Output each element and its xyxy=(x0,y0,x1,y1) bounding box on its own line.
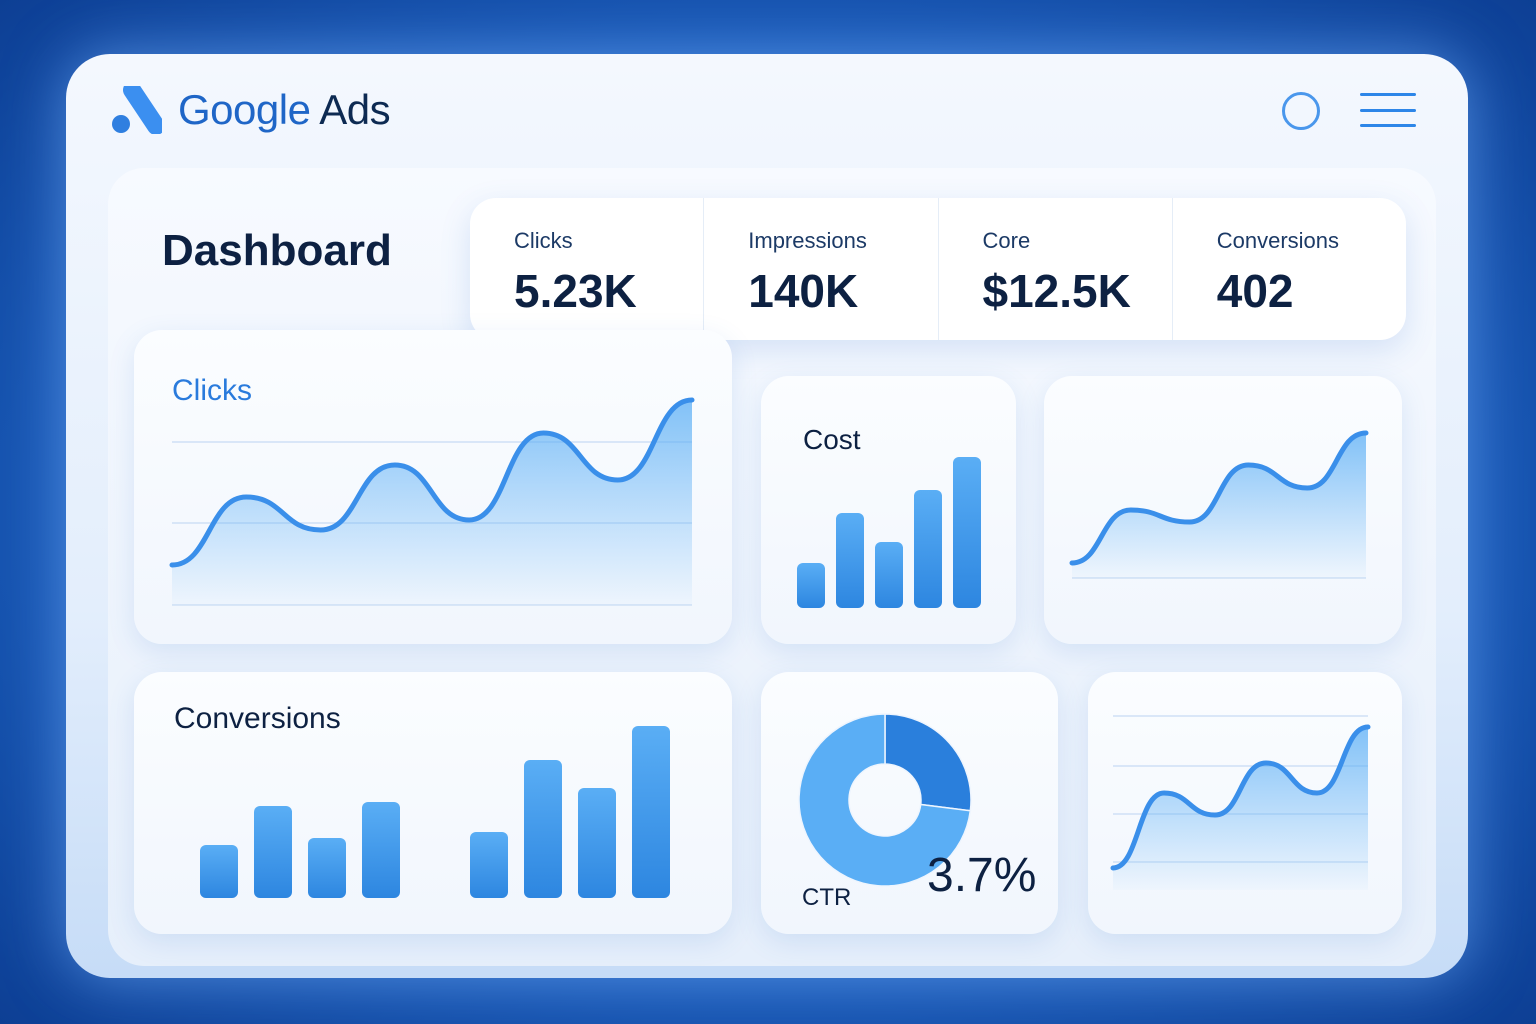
ctr-value: 3.7% xyxy=(927,849,1037,902)
ctr-chart-card[interactable]: CTR 3.7% xyxy=(761,672,1058,934)
profile-circle-button[interactable] xyxy=(1282,92,1320,130)
bar xyxy=(524,760,562,898)
logo-text: Google Ads xyxy=(178,86,391,134)
stat-core[interactable]: Core $12.5K xyxy=(939,198,1173,340)
chart-title: Cost xyxy=(803,424,861,455)
donut-slice-highlight xyxy=(884,713,972,812)
stat-conversions[interactable]: Conversions 402 xyxy=(1173,198,1406,340)
hamburger-menu-icon[interactable] xyxy=(1360,93,1416,127)
chart-title: Clicks xyxy=(172,374,252,407)
area-fill xyxy=(1113,727,1368,890)
bar xyxy=(797,563,825,608)
bar xyxy=(875,542,903,608)
stat-label: Impressions xyxy=(748,228,867,253)
page-title: Dashboard xyxy=(162,226,392,275)
stat-value: $12.5K xyxy=(982,265,1131,317)
stat-label: Clicks xyxy=(514,228,573,253)
stat-value: 5.23K xyxy=(514,265,637,317)
cost-bar-chart xyxy=(797,436,987,608)
bar xyxy=(254,806,292,898)
stat-label: Core xyxy=(982,228,1031,253)
series-line xyxy=(1069,430,1369,566)
clicks-chart-card[interactable]: Clicks xyxy=(134,330,732,644)
logo-word-google: Google xyxy=(178,86,311,133)
bar xyxy=(914,490,942,608)
bar xyxy=(578,788,616,898)
clicks-line-chart xyxy=(169,397,695,606)
area-fill xyxy=(172,400,692,605)
trend-line-chart xyxy=(1069,430,1369,579)
ctr-donut-chart xyxy=(798,713,972,887)
trend-chart-card[interactable] xyxy=(1044,376,1402,644)
bar xyxy=(362,802,400,898)
bar xyxy=(953,457,981,608)
series-line xyxy=(169,397,695,568)
conversions-chart-card[interactable]: Conversions xyxy=(134,672,732,934)
donut-slice-rest xyxy=(798,713,972,887)
bar xyxy=(470,832,508,898)
stat-label: Conversions xyxy=(1216,228,1340,253)
ctr-label: CTR xyxy=(802,884,852,911)
conversions-bar-chart xyxy=(200,712,680,898)
google-ads-icon xyxy=(112,86,162,134)
bar xyxy=(632,726,670,898)
trend-line-chart-2 xyxy=(1110,715,1371,890)
chart-title: Conversions xyxy=(174,702,341,735)
bar xyxy=(200,845,238,898)
cost-chart-card[interactable]: Cost xyxy=(761,376,1016,644)
stat-clicks[interactable]: Clicks 5.23K xyxy=(470,198,705,340)
stats-bar: Clicks 5.23K Impressions 140K Core $12.5K C… xyxy=(470,198,1406,340)
stat-impressions[interactable]: Impressions 140K xyxy=(704,198,939,340)
logo-word-ads: Ads xyxy=(319,86,391,133)
area-fill xyxy=(1072,433,1366,578)
bar xyxy=(308,838,346,898)
bar xyxy=(836,513,864,608)
stat-value: 402 xyxy=(1216,265,1294,317)
stat-value: 140K xyxy=(748,265,859,317)
series-line xyxy=(1110,724,1371,871)
google-ads-logo[interactable]: Google Ads xyxy=(110,86,391,134)
trend-chart-card-2[interactable] xyxy=(1088,672,1402,934)
